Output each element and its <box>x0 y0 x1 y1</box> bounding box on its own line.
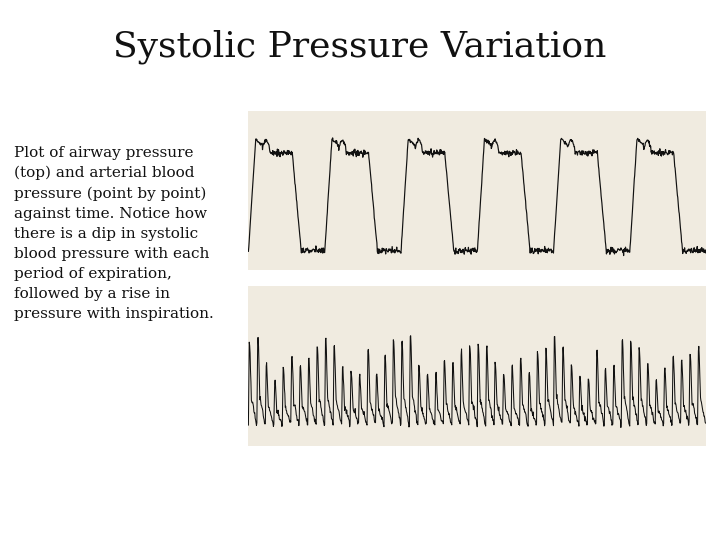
Text: Plot of airway pressure
(top) and arterial blood
pressure (point by point)
again: Plot of airway pressure (top) and arteri… <box>14 146 214 321</box>
Text: Systolic Pressure Variation: Systolic Pressure Variation <box>113 30 607 64</box>
